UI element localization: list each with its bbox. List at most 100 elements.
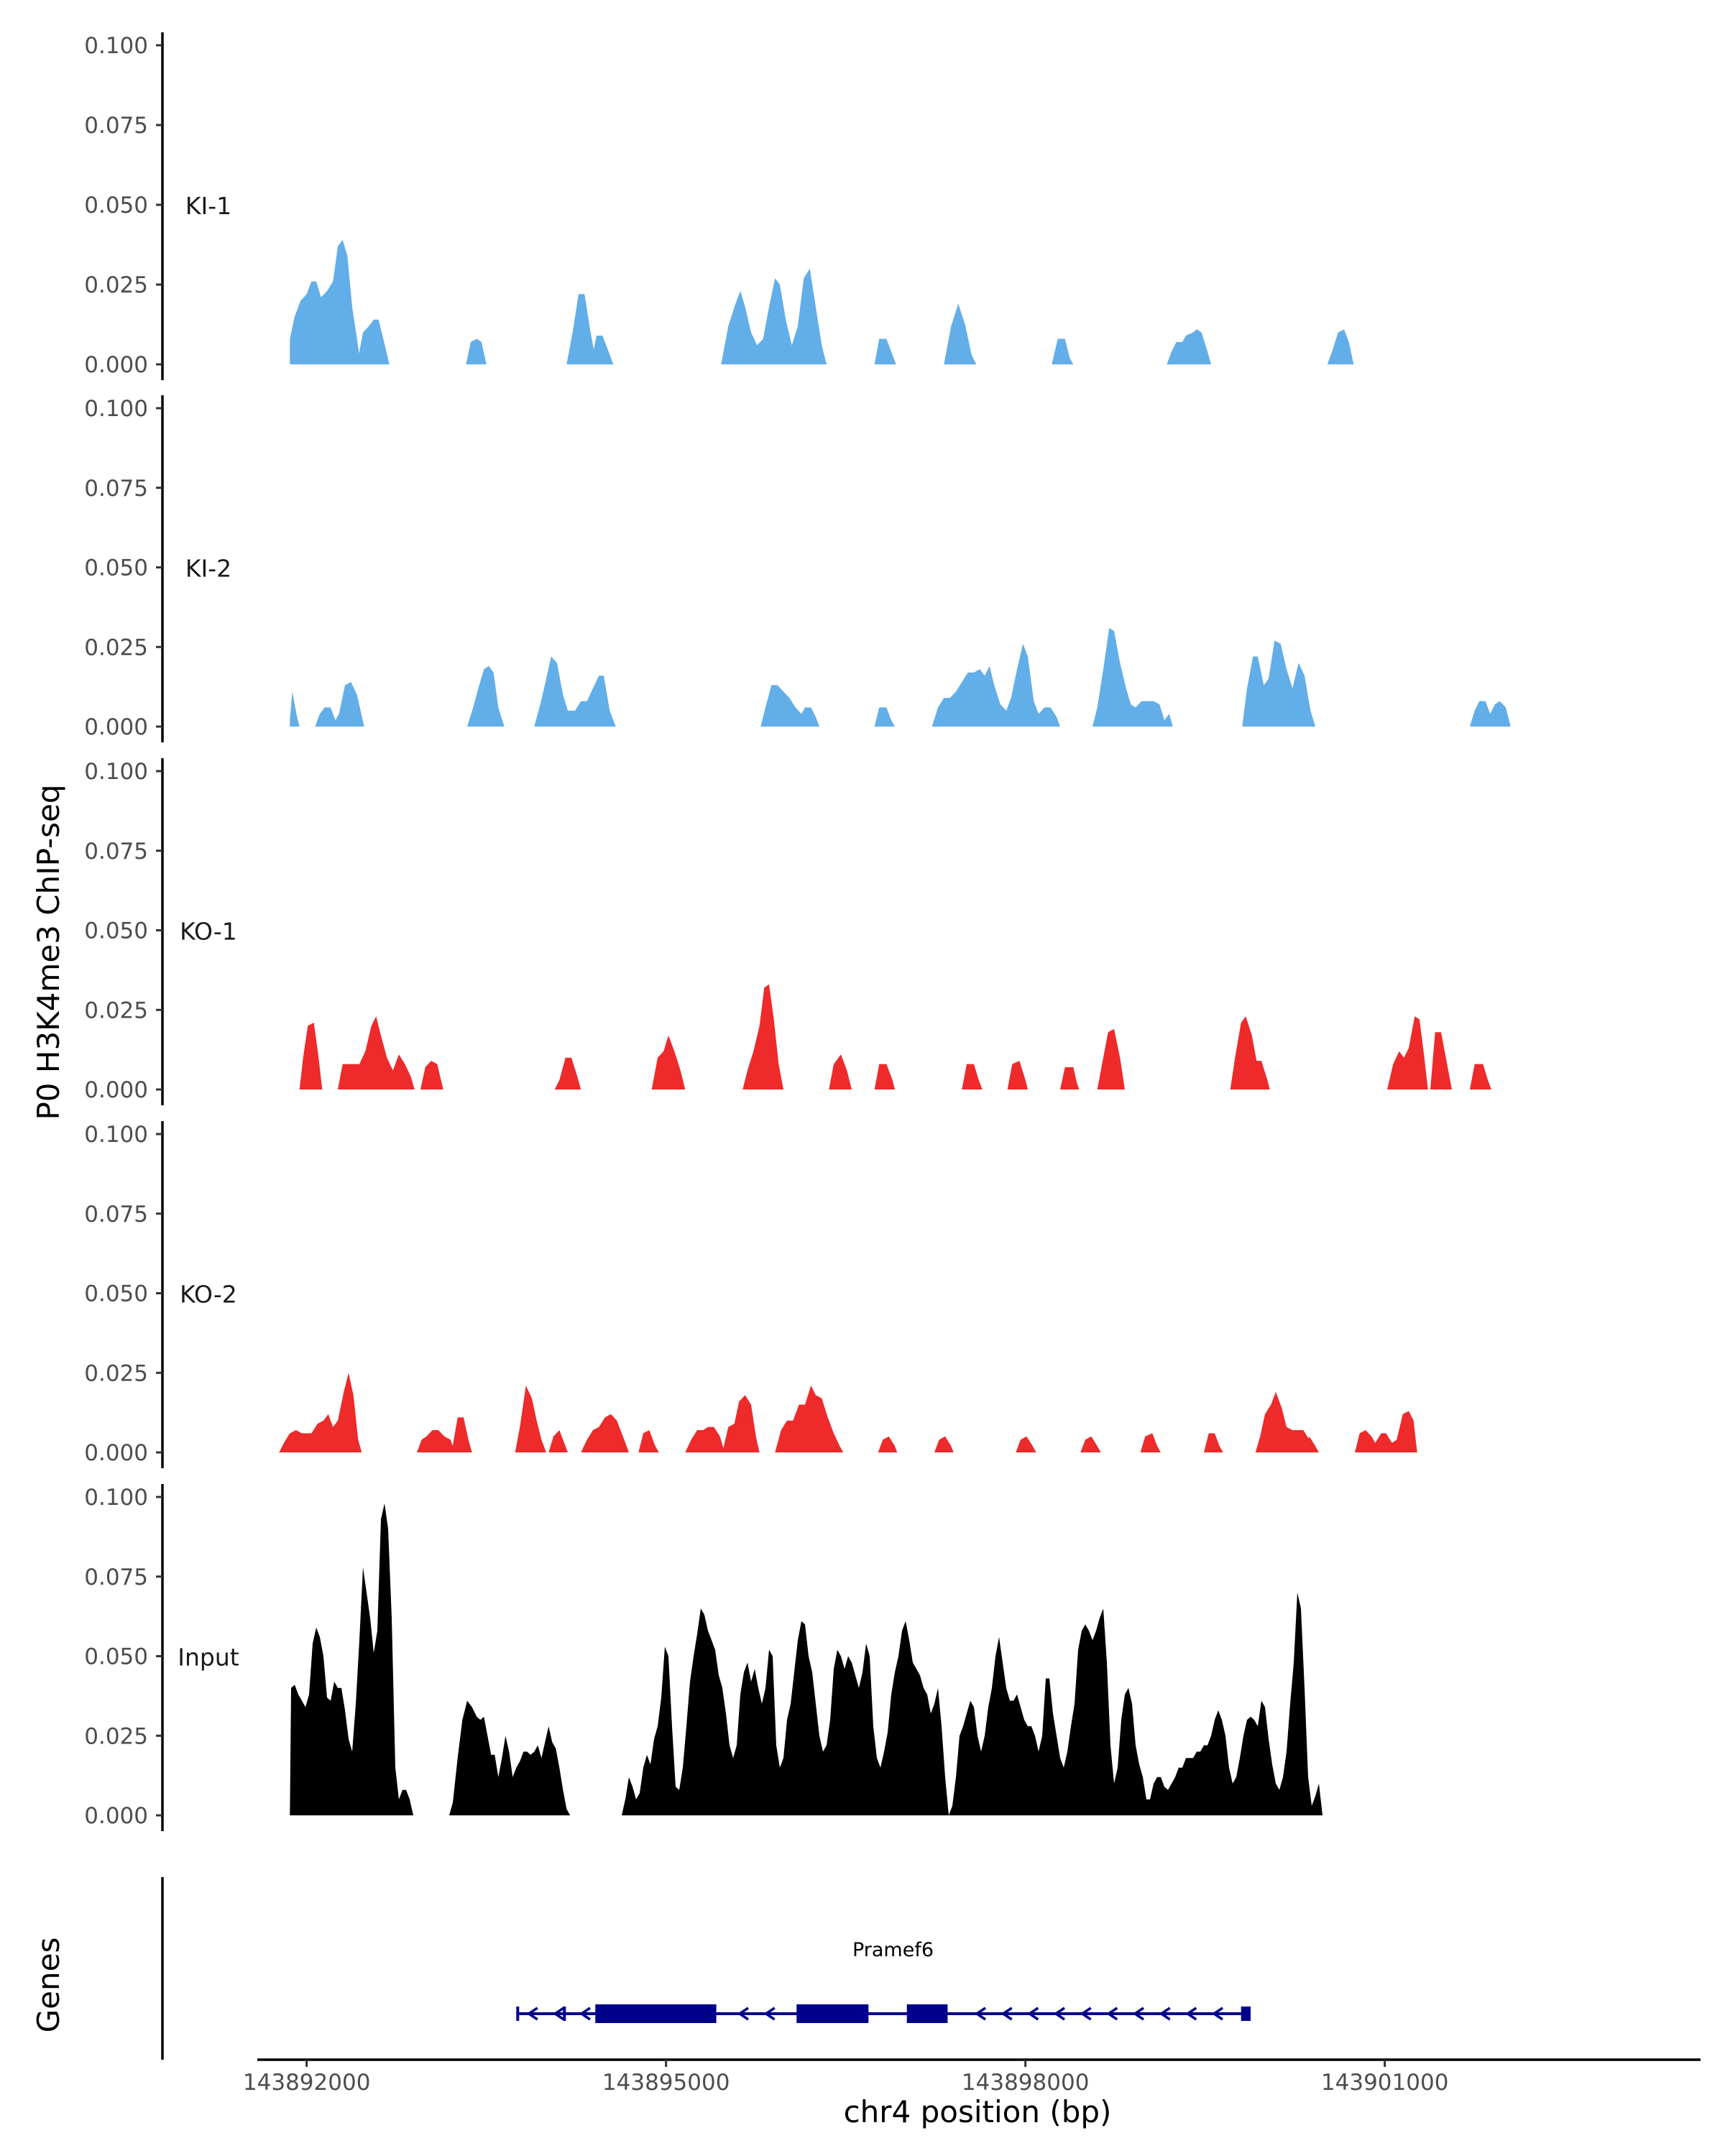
strand-arrow <box>1000 2007 1013 2021</box>
gene-exon <box>516 2007 520 2021</box>
y-tick-label: 0.050 <box>84 193 148 218</box>
gene-exon <box>1241 2007 1251 2021</box>
coverage-area <box>1080 1436 1101 1452</box>
y-tick-label: 0.025 <box>84 1723 148 1749</box>
coverage-area <box>760 685 819 727</box>
coverage-area <box>466 338 487 364</box>
coverage-area <box>775 1386 844 1452</box>
coverage-area <box>534 656 616 727</box>
strand-arrow <box>737 2007 749 2021</box>
coverage-area <box>290 691 300 727</box>
y-tick-label: 0.000 <box>84 1440 148 1466</box>
y-tick-label: 0.050 <box>84 1281 148 1307</box>
coverage-area <box>279 1373 362 1452</box>
coverage-area <box>315 682 364 727</box>
strand-arrow <box>526 2007 538 2021</box>
y-tick-label: 0.050 <box>84 1644 148 1670</box>
coverage-area <box>1140 1433 1161 1452</box>
coverage-area <box>1204 1433 1223 1452</box>
y-tick-label: 0.075 <box>84 1565 148 1590</box>
x-tick-label: 143892000 <box>243 2070 371 2096</box>
coverage-area <box>638 1430 659 1452</box>
strand-arrow <box>1027 2007 1039 2021</box>
track-label: KO-2 <box>180 1281 237 1309</box>
y-tick-label: 0.100 <box>84 396 148 422</box>
coverage-area <box>1060 1067 1080 1089</box>
y-tick-label: 0.025 <box>84 272 148 298</box>
coverage-area <box>949 1592 1322 1815</box>
y-axis-title: P0 H3K4me3 ChIP-seq <box>31 784 66 1120</box>
y-tick-label: 0.000 <box>84 1077 148 1103</box>
coverage-area <box>581 1414 629 1452</box>
coverage-area <box>338 1016 415 1089</box>
coverage-area <box>1430 1032 1452 1089</box>
strand-arrow <box>763 2007 776 2021</box>
gene-exon <box>595 2004 717 2023</box>
y-tick-label: 0.000 <box>84 1803 148 1829</box>
coverage-area <box>356 319 390 364</box>
x-tick-label: 143898000 <box>962 2070 1090 2096</box>
y-tick-label: 0.075 <box>84 839 148 865</box>
coverage-area <box>417 1430 456 1452</box>
track-label: Input <box>178 1644 239 1672</box>
coverage-area <box>1327 329 1354 364</box>
coverage-area <box>1355 1411 1417 1452</box>
track-label: KO-1 <box>180 918 237 946</box>
y-tick-label: 0.025 <box>84 1360 148 1386</box>
y-tick-label: 0.075 <box>84 1202 148 1227</box>
coverage-area <box>1305 1436 1319 1452</box>
coverage-area <box>1230 1016 1270 1089</box>
strand-arrow <box>1080 2007 1092 2021</box>
y-tick-label: 0.075 <box>84 113 148 139</box>
coverage-area <box>874 707 895 727</box>
x-axis: 143892000 143895000 143898000 143901000 <box>243 2058 1701 2096</box>
coverage-area <box>874 338 896 364</box>
coverage-area <box>548 1430 568 1452</box>
x-axis-title: chr4 position (bp) <box>844 2094 1112 2129</box>
track-ki-2: 0.000 0.025 0.050 0.075 0.100 KI-2 <box>84 395 1511 742</box>
coverage-area <box>1242 640 1315 727</box>
strand-arrow <box>553 2007 565 2021</box>
y-tick-label: 0.100 <box>84 1122 148 1148</box>
coverage-area <box>451 1417 472 1452</box>
coverage-area <box>1387 1016 1428 1089</box>
coverage-area <box>878 1436 898 1452</box>
tracks-layer: 0.0000.0250.0500.0750.100KI-10.0000.0250… <box>84 32 1511 1831</box>
coverage-area <box>829 1054 852 1089</box>
coverage-area <box>742 984 783 1089</box>
coverage-area <box>934 1436 954 1452</box>
strand-arrow <box>1159 2007 1171 2021</box>
coverage-area <box>566 294 597 364</box>
coverage-area <box>944 303 977 364</box>
gene-track: Pramef6 <box>161 1877 1251 2060</box>
coverage-area <box>290 1503 417 1815</box>
coverage-area <box>962 1064 983 1089</box>
coverage-area <box>1092 627 1173 727</box>
track-input: 0.000 0.025 0.050 0.075 0.100 Input <box>84 1484 1322 1831</box>
strand-arrow <box>1185 2007 1197 2021</box>
track-label: KI-2 <box>185 555 231 583</box>
gene-exon <box>906 2004 948 2023</box>
x-tick-label: 143901000 <box>1321 2070 1449 2096</box>
coverage-area <box>590 336 614 364</box>
coverage-area <box>1097 1028 1125 1089</box>
coverage-area <box>1016 1436 1036 1452</box>
strand-arrow <box>579 2007 591 2021</box>
y-tick-label: 0.100 <box>84 759 148 785</box>
track-ko-2: 0.000 0.025 0.050 0.075 0.100 KO-2 <box>84 1121 1417 1468</box>
gene-exon <box>563 2007 566 2021</box>
coverage-area <box>651 1035 686 1089</box>
coverage-area <box>1470 1064 1491 1089</box>
genes-axis-title: Genes <box>31 1938 66 2033</box>
coverage-area <box>299 1023 323 1089</box>
coverage-area <box>722 1395 760 1452</box>
coverage-area <box>1052 338 1074 364</box>
track-ko-1: 0.000 0.025 0.050 0.075 0.100 KO-1 <box>84 758 1491 1105</box>
y-tick-label: 0.100 <box>84 33 148 59</box>
coverage-area <box>554 1057 581 1089</box>
coverage-area <box>874 1064 895 1089</box>
coverage-area <box>1167 329 1211 364</box>
strand-arrow <box>1106 2007 1118 2021</box>
coverage-area <box>420 1061 443 1089</box>
